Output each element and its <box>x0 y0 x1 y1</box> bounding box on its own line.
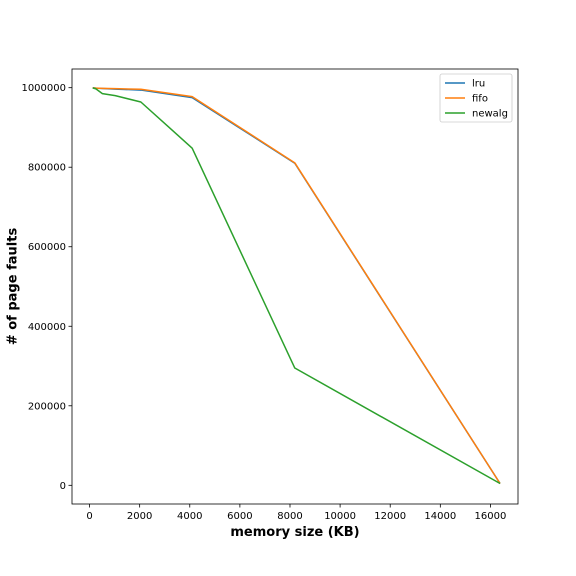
legend-box <box>439 73 513 123</box>
x-tick-label: 12000 <box>374 511 406 522</box>
x-tick-label: 16000 <box>475 511 507 522</box>
series-line-fifo <box>92 87 501 484</box>
x-tick-label: 0 <box>86 511 92 522</box>
y-tick-label: 0 <box>60 481 66 492</box>
legend-label-lru: lru <box>472 79 485 90</box>
plot-area <box>72 69 518 504</box>
x-tick-label: 8000 <box>277 511 302 522</box>
y-tick-label: 1000000 <box>21 83 66 94</box>
x-tick-label: 10000 <box>324 511 356 522</box>
series-layer <box>92 87 501 485</box>
x-tick-label: 2000 <box>127 511 152 522</box>
y-tick-label: 600000 <box>28 242 66 253</box>
plot-frame <box>71 68 519 505</box>
x-axis: 0 2000 4000 6000 8000 10000 12000 14000 16000 <box>86 504 506 522</box>
y-tick-label: 400000 <box>28 322 66 333</box>
x-tick-label: 14000 <box>424 511 456 522</box>
legend: lru fifo newalg <box>439 73 513 123</box>
x-axis-label: memory size (KB) <box>230 525 359 540</box>
y-axis: 0 200000 400000 600000 800000 1000000 <box>21 83 72 492</box>
legend-label-newalg: newalg <box>472 109 508 120</box>
x-tick-label: 6000 <box>227 511 252 522</box>
series-line-newalg <box>92 87 501 485</box>
y-axis-label: # of page faults <box>6 228 21 346</box>
x-tick-label: 4000 <box>177 511 202 522</box>
y-tick-label: 200000 <box>28 401 66 412</box>
y-tick-label: 800000 <box>28 163 66 174</box>
legend-label-fifo: fifo <box>472 94 488 105</box>
